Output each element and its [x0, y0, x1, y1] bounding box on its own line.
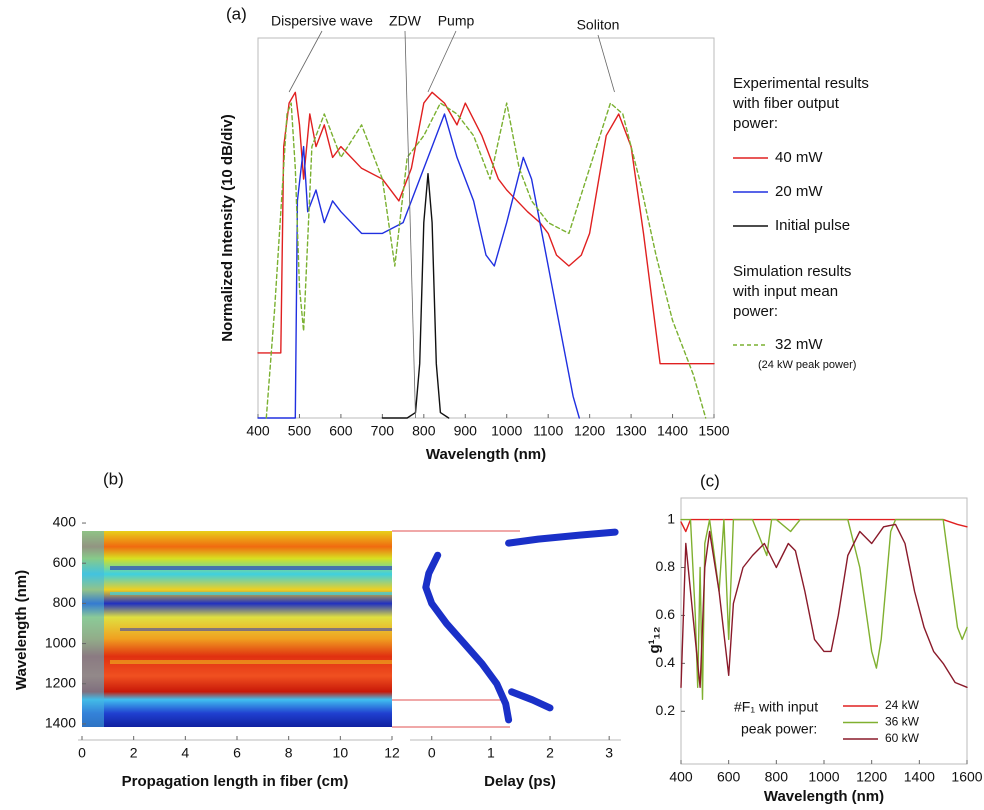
- x-tick-label: 900: [454, 423, 478, 439]
- annotation: Soliton: [577, 17, 620, 33]
- panel-label: (c): [700, 471, 720, 490]
- x-tick-label: 1000: [808, 769, 839, 785]
- legend-heading: power:: [733, 303, 778, 320]
- x-tick-label: 700: [371, 423, 395, 439]
- y-tick-label: 800: [53, 594, 77, 610]
- y-tick-label: 0.6: [656, 606, 676, 622]
- annotation: ZDW: [389, 13, 422, 29]
- x-tick-label: 6: [233, 745, 241, 761]
- legend-heading: with fiber output: [732, 95, 840, 112]
- x-tick-label: 4: [181, 745, 189, 761]
- x-tick-label: 1: [487, 745, 495, 761]
- x-tick-label: 400: [669, 769, 693, 785]
- x-tick-label: 800: [765, 769, 789, 785]
- x-tick-label: 8: [285, 745, 293, 761]
- x-axis-label: Delay (ps): [484, 773, 556, 790]
- x-tick-label: 1400: [657, 423, 688, 439]
- annotation: Pump: [438, 13, 475, 29]
- x-tick-label: 400: [246, 423, 270, 439]
- x-tick-label: 500: [288, 423, 312, 439]
- x-axis-label: Wavelength (nm): [426, 446, 546, 463]
- legend-label: 60 kW: [885, 731, 920, 745]
- series-line: [381, 173, 450, 419]
- y-tick-label: 1000: [45, 634, 76, 650]
- legend-label: 36 kW: [885, 715, 920, 729]
- x-tick-label: 0: [428, 745, 436, 761]
- y-tick-label: 0.2: [656, 702, 676, 718]
- series-line: [680, 523, 968, 688]
- x-tick-label: 1200: [574, 423, 605, 439]
- panel-label: (a): [226, 4, 247, 23]
- x-tick-label: 1400: [904, 769, 935, 785]
- x-tick-label: 0: [78, 745, 86, 761]
- legend-label: 40 mW: [775, 149, 823, 166]
- y-tick-label: 600: [53, 554, 77, 570]
- y-tick-label: 400: [53, 514, 77, 530]
- x-tick-label: 1600: [951, 769, 982, 785]
- y-tick-label: 0.4: [656, 654, 676, 670]
- plot-frame: [257, 37, 715, 419]
- series-line: [680, 518, 968, 700]
- legend-heading: power:: [733, 115, 778, 132]
- x-tick-label: 600: [717, 769, 741, 785]
- legend-heading: Experimental results: [733, 75, 869, 92]
- series-line: [422, 528, 619, 724]
- annotation-leader: [404, 30, 416, 419]
- legend-title: peak power:: [741, 721, 817, 737]
- x-tick-label: 3: [605, 745, 613, 761]
- x-tick-label: 1200: [856, 769, 887, 785]
- legend-label: 20 mW: [775, 183, 823, 200]
- x-tick-label: 1300: [616, 423, 647, 439]
- annotation-leader: [427, 30, 457, 93]
- x-axis-label: Wavelength (nm): [764, 788, 884, 805]
- series-line: [680, 518, 968, 533]
- x-tick-label: 600: [329, 423, 353, 439]
- series-line: [265, 102, 707, 419]
- x-tick-label: 1500: [698, 423, 729, 439]
- x-tick-label: 800: [412, 423, 436, 439]
- y-axis-label: g¹₁₂: [646, 626, 663, 653]
- y-tick-label: 0.8: [656, 558, 676, 574]
- legend-heading: Simulation results: [733, 263, 851, 280]
- y-tick-label: 1200: [45, 674, 76, 690]
- y-axis-label: Wavelength (nm): [13, 570, 30, 690]
- legend-heading: with input mean: [732, 283, 838, 300]
- x-tick-label: 2: [546, 745, 554, 761]
- x-tick-label: 2: [130, 745, 138, 761]
- annotation-leader: [597, 34, 615, 93]
- annotation: Dispersive wave: [271, 13, 373, 29]
- x-tick-label: 12: [384, 745, 400, 761]
- panel-label: (b): [103, 469, 124, 488]
- legend-label: 32 mW: [775, 336, 823, 353]
- heatmap-image: [82, 531, 392, 727]
- x-tick-label: 1000: [491, 423, 522, 439]
- legend-title: #F₁ with input: [734, 699, 818, 715]
- legend-label: 24 kW: [885, 698, 920, 712]
- connector-lines: [392, 530, 520, 728]
- y-tick-label: 1: [667, 510, 675, 526]
- y-tick-label: 1400: [45, 715, 76, 731]
- legend-note: (24 kW peak power): [758, 359, 856, 371]
- y-axis-label: Normalized Intensity (10 dB/div): [219, 114, 236, 342]
- legend-label: Initial pulse: [775, 217, 850, 234]
- series-line: [257, 91, 715, 365]
- annotation-leader: [288, 30, 323, 93]
- x-axis-label: Propagation length in fiber (cm): [122, 773, 349, 790]
- x-tick-label: 1100: [533, 423, 563, 439]
- x-tick-label: 10: [333, 745, 349, 761]
